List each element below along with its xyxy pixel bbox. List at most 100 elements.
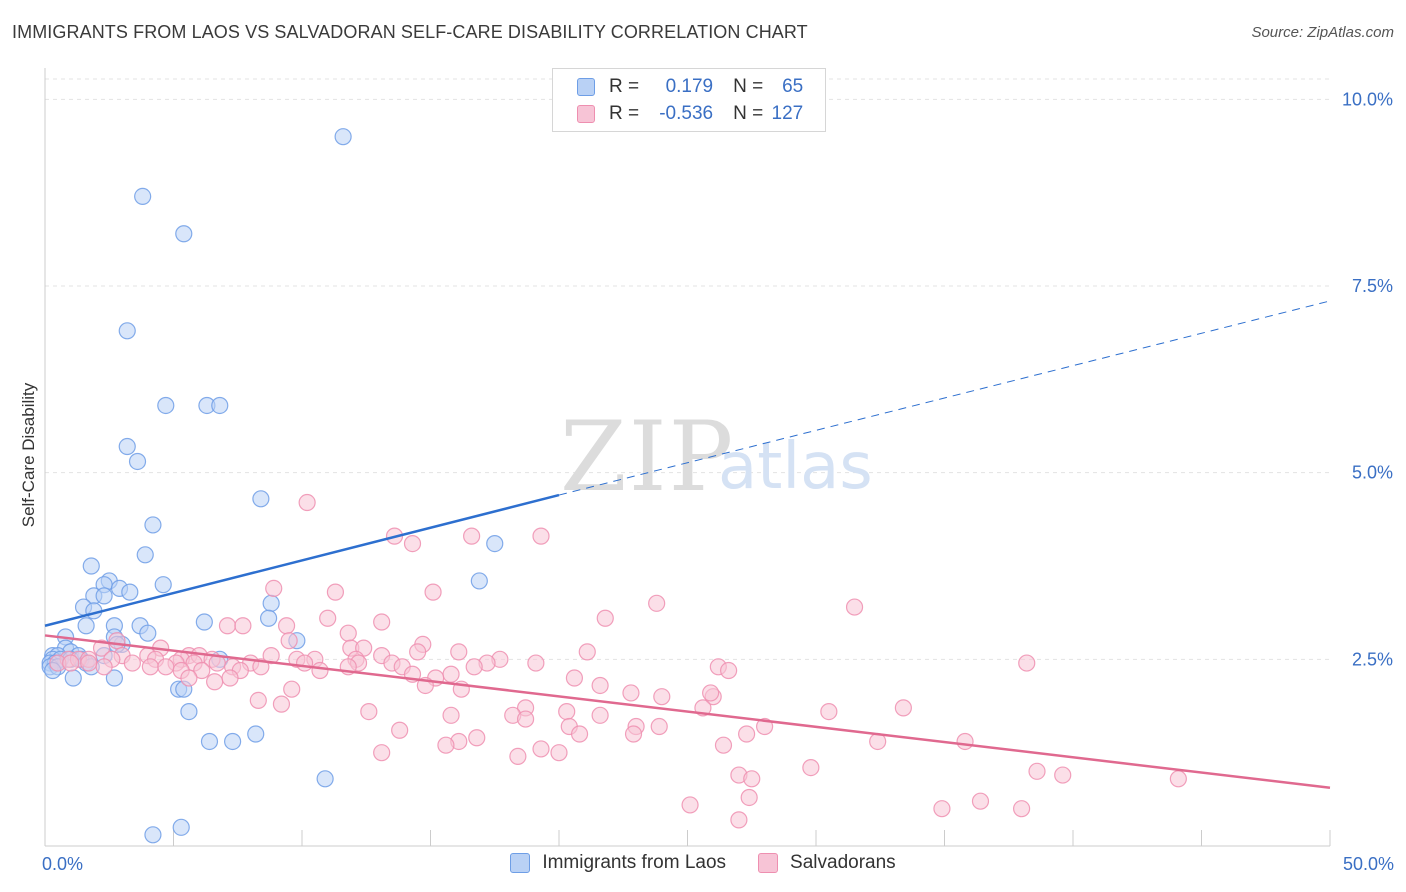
grid-lines <box>45 78 1330 660</box>
salvadoran-point <box>509 747 527 766</box>
n-value: 127 <box>771 103 804 124</box>
salvadoran-point <box>141 658 159 676</box>
legend-row-salvadorans: R = -0.536 N = 127 <box>577 102 803 126</box>
salvadoran-point <box>1054 766 1072 784</box>
salvadoran-point <box>1012 800 1031 818</box>
salvadoran-point <box>442 665 460 683</box>
laos-point <box>144 516 162 534</box>
salvadoran-point <box>262 646 280 665</box>
laos-point <box>136 546 154 564</box>
laos-legend-swatch <box>510 853 531 873</box>
n-label: N = <box>733 103 764 124</box>
laos-point <box>172 818 190 836</box>
salvadoran-point <box>373 613 391 631</box>
laos-point <box>134 187 152 205</box>
salvadoran-point <box>971 792 990 810</box>
salvadoran-point <box>277 617 296 635</box>
laos-point <box>157 396 175 415</box>
y-tick-label: 10.0% <box>1342 89 1393 109</box>
salvadorans-swatch <box>577 105 595 123</box>
salvadoran-point <box>740 788 758 807</box>
salvadoran-point <box>319 609 337 627</box>
watermark-zip: ZIP <box>560 401 735 513</box>
salvadoran-point <box>1028 762 1046 780</box>
salvadoran-point <box>720 661 738 680</box>
laos-point <box>121 583 139 601</box>
laos-point <box>144 826 162 844</box>
legend-item-laos[interactable]: Immigrants from Laos <box>510 852 726 874</box>
axes <box>44 68 1331 847</box>
salvadoran-point <box>95 658 113 676</box>
salvadoran-point <box>206 673 224 691</box>
salvadoran-point <box>1169 770 1187 788</box>
laos-point <box>154 576 172 594</box>
laos-point <box>252 490 270 508</box>
salvadoran-point <box>339 624 357 642</box>
salvadoran-point <box>249 691 267 710</box>
salvadorans-legend-label: Salvadorans <box>790 852 896 873</box>
salvadoran-point <box>450 643 468 661</box>
laos-point <box>118 437 136 456</box>
salvadoran-point <box>311 661 329 680</box>
salvadoran-point <box>92 639 111 657</box>
laos-point <box>128 452 147 471</box>
salvadoran-point <box>442 706 460 724</box>
salvadoran-point <box>157 658 175 676</box>
correlation-legend: R = 0.179 N = 65 R = -0.536 N = 127 <box>552 68 826 132</box>
r-value: -0.536 <box>659 103 714 124</box>
laos-legend-label: Immigrants from Laos <box>542 852 727 873</box>
salvadoran-point <box>622 684 640 702</box>
salvadoran-point <box>532 527 550 545</box>
salvadoran-point <box>648 594 666 612</box>
salvadoran-point <box>802 758 820 777</box>
salvadoran-point <box>894 699 912 717</box>
salvadoran-point <box>591 706 609 724</box>
legend-item-salvadorans[interactable]: Salvadorans <box>758 852 896 874</box>
salvadoran-point <box>624 725 643 743</box>
n-label: N = <box>733 76 764 97</box>
r-value: 0.179 <box>665 76 714 97</box>
source-label: Source: ZipAtlas.com <box>1251 24 1394 41</box>
laos-point <box>262 594 280 612</box>
laos-point <box>334 128 352 146</box>
salvadoran-point <box>252 658 270 676</box>
laos-point <box>200 732 219 751</box>
salvadoran-point <box>403 534 422 553</box>
laos-point <box>259 609 278 627</box>
x-tick-label: 0.0% <box>42 854 83 874</box>
salvadoran-point <box>714 736 733 754</box>
salvadoran-point <box>218 617 237 635</box>
salvadoran-point <box>280 632 298 650</box>
salvadoran-point <box>730 811 748 829</box>
salvadoran-point <box>373 744 391 762</box>
tick-labels: 2.5% 5.0% 7.5% 10.0% 0.0% 50.0% <box>42 89 1394 874</box>
laos-point <box>139 624 157 642</box>
laos-point <box>486 534 504 553</box>
laos-point <box>64 669 82 687</box>
salvadoran-point <box>221 669 239 687</box>
x-tick-label: 50.0% <box>1343 854 1394 874</box>
salvadoran-point <box>550 744 568 762</box>
laos-point <box>82 557 100 575</box>
y-tick-label: 2.5% <box>1352 649 1393 669</box>
salvadoran-point <box>108 632 126 650</box>
salvadoran-point <box>565 669 584 687</box>
laos-trend-line <box>44 493 560 627</box>
salvadoran-point <box>532 740 550 758</box>
chart-title: IMMIGRANTS FROM LAOS VS SALVADORAN SELF-… <box>12 22 808 42</box>
salvadoran-point <box>755 717 774 736</box>
salvadoran-point <box>123 654 141 672</box>
salvadoran-point <box>933 800 951 818</box>
salvadoran-point <box>465 658 483 676</box>
salvadoran-point <box>820 702 838 721</box>
salvadoran-point <box>391 721 409 739</box>
laos-point <box>105 669 123 687</box>
salvadoran-point <box>265 579 283 598</box>
salvadoran-point <box>424 583 442 601</box>
salvadoran-point <box>516 710 535 728</box>
salvadoran-point <box>463 527 481 545</box>
laos-point <box>470 572 488 590</box>
watermark: ZIP atlas <box>560 401 873 513</box>
laos-point <box>175 225 193 243</box>
salvadoran-point <box>558 702 576 721</box>
